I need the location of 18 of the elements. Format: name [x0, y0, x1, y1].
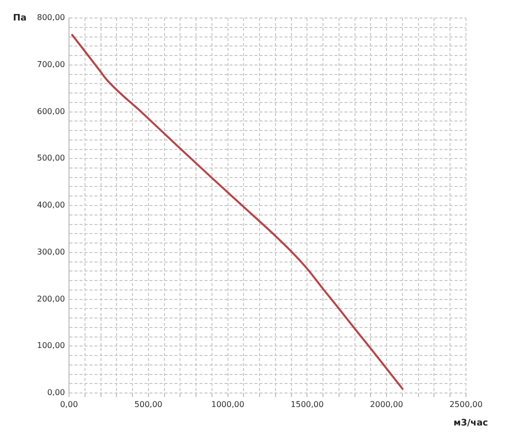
y-tick-label: 0,00 [47, 388, 65, 398]
y-tick-label: 100,00 [37, 341, 65, 350]
x-tick-label: 1000,00 [211, 400, 244, 409]
x-axis-title: м3/час [454, 418, 488, 428]
x-tick-label: 2000,00 [370, 400, 404, 409]
y-tick-label: 400,00 [37, 200, 65, 210]
y-tick-label: 200,00 [37, 294, 65, 304]
y-tick-label: 600,00 [37, 106, 65, 116]
x-tick-label: 0,00 [60, 400, 78, 409]
y-tick-label: 500,00 [37, 154, 65, 163]
line-series [71, 34, 404, 390]
y-axis-title: Па [13, 13, 27, 24]
x-tick-label: 1500,00 [290, 400, 324, 409]
x-tick-label: 500,00 [134, 400, 162, 409]
y-tick-label: 800,00 [37, 13, 65, 22]
x-tick-label: 2500,00 [449, 400, 483, 409]
y-tick-label: 700,00 [37, 60, 65, 69]
y-tick-label: 300,00 [37, 247, 65, 256]
